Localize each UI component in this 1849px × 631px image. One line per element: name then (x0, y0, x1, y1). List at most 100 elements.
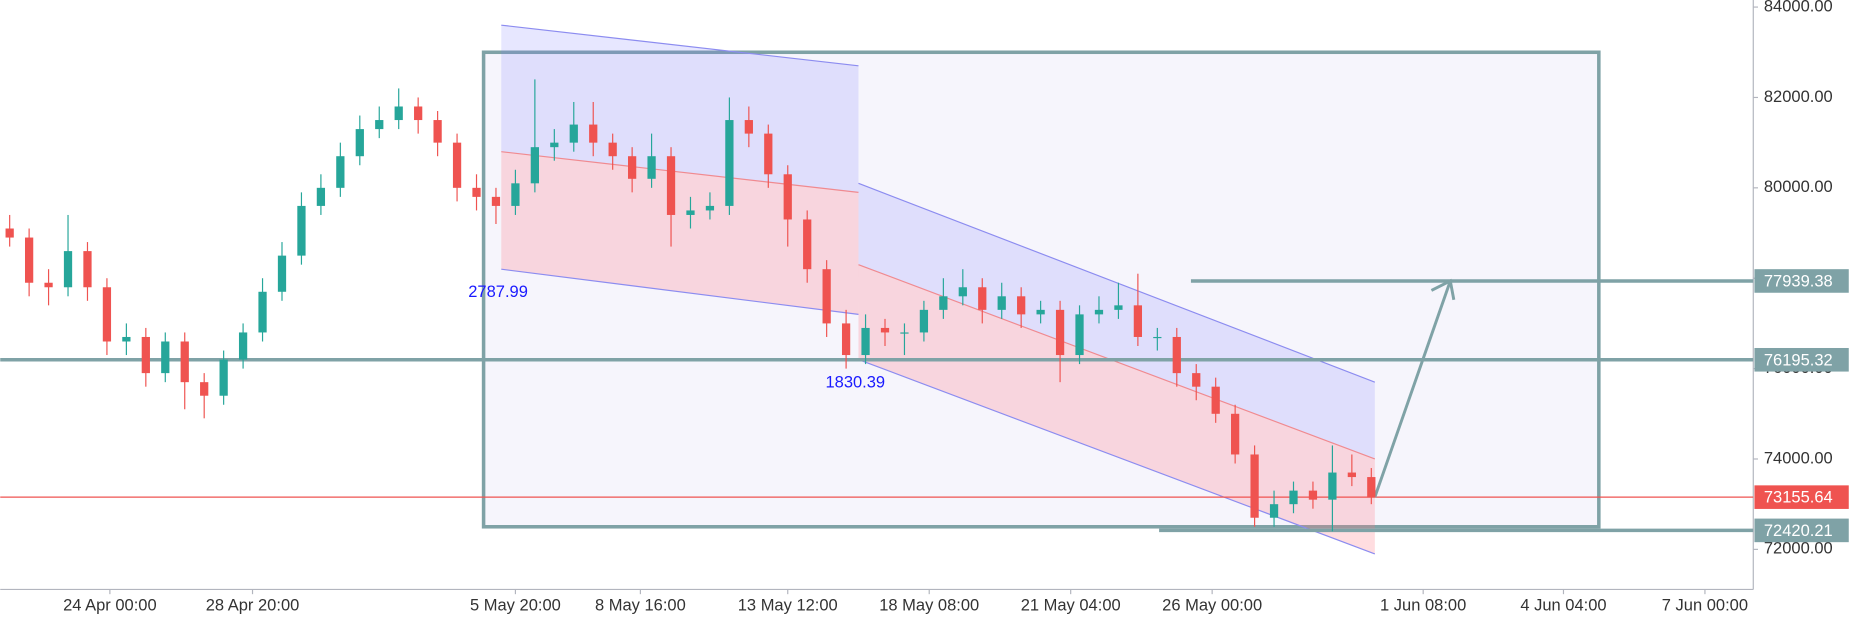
candle-body (841, 323, 851, 356)
candle-body (1289, 490, 1298, 505)
candle-body (1075, 314, 1084, 356)
candle-body (122, 336, 131, 342)
candle-body (394, 106, 403, 121)
candle-body (880, 327, 890, 333)
arrow-line (1373, 280, 1452, 498)
candle-body (530, 147, 539, 184)
candle-body (822, 269, 831, 324)
candle-body (277, 255, 287, 292)
candle-body (725, 120, 734, 206)
candle-body (803, 219, 812, 270)
y-tick-label: 74000.00 (1764, 449, 1833, 467)
price-label-box (1754, 485, 1849, 509)
price-label-box (1754, 269, 1849, 293)
candle-body (1133, 305, 1143, 337)
candle-body (1055, 309, 1065, 356)
candle-body (63, 251, 73, 288)
candle-body (200, 382, 209, 396)
candle-body (647, 156, 656, 179)
candle-body (491, 196, 501, 206)
channel-upper (501, 24, 859, 67)
candle-body (1211, 386, 1220, 414)
candle-body (1269, 504, 1279, 518)
x-tick-label: 13 May 12:00 (738, 596, 838, 614)
candle-body (1017, 296, 1026, 315)
candle-body (666, 156, 676, 215)
candle-body (939, 296, 948, 310)
price-label: 73155.64 (1764, 489, 1833, 507)
candle-body (1308, 490, 1318, 500)
x-tick-label: 4 Jun 04:00 (1520, 596, 1606, 614)
x-tick-label: 28 Apr 20:00 (206, 596, 300, 614)
candle-body (1114, 305, 1123, 310)
candle-body (355, 129, 364, 157)
candle-body (297, 205, 306, 256)
price-label: 76195.32 (1764, 351, 1833, 369)
candle-body (628, 156, 637, 179)
candle-body (608, 142, 617, 157)
channel-upper (858, 182, 1376, 383)
x-tick-label: 24 Apr 00:00 (63, 596, 157, 614)
candle-body (1231, 413, 1240, 455)
candle-body (1250, 454, 1259, 518)
candle-body (764, 133, 773, 175)
candle-body (569, 124, 578, 143)
candle-body (83, 251, 92, 288)
candle-body (958, 287, 967, 297)
candle-body (1153, 336, 1162, 339)
price-label-box (1754, 518, 1849, 543)
candle-body (433, 120, 442, 143)
x-tick-label: 21 May 04:00 (1021, 596, 1121, 614)
candle-body (1172, 336, 1181, 374)
candle-body (1036, 309, 1045, 315)
channel-middle (501, 151, 859, 193)
arrow-head (1430, 278, 1456, 301)
candle-body (919, 309, 929, 333)
channel-label: 1830.39 (825, 374, 885, 392)
candle-body (472, 187, 481, 197)
candle-body (744, 120, 753, 134)
candle-body (180, 341, 189, 383)
candle-body (238, 332, 248, 360)
x-tick-label: 5 May 20:00 (470, 596, 561, 614)
candle-body (5, 228, 14, 238)
price-label: 77939.38 (1764, 272, 1833, 290)
candle-body (141, 336, 150, 374)
candle-body (102, 287, 112, 342)
candle-body (161, 341, 170, 374)
candle-body (414, 106, 423, 121)
candle-body (375, 120, 384, 130)
candle-body (686, 210, 695, 215)
x-tick-label: 26 May 00:00 (1162, 596, 1262, 614)
candle-body (44, 282, 53, 288)
y-tick-label: 80000.00 (1764, 178, 1833, 196)
channel-upper-area (858, 183, 1375, 459)
candle-body (861, 327, 870, 356)
candle-body (1094, 309, 1104, 315)
channel-label: 2787.99 (468, 283, 528, 301)
candle-body (589, 124, 598, 143)
channel-lower-area (501, 151, 859, 315)
price-label: 72420.21 (1764, 522, 1833, 540)
candle-body (1347, 472, 1356, 478)
channel-lower (858, 359, 1376, 555)
price-label-box (1754, 347, 1849, 372)
y-tick-label: 84000.00 (1764, 0, 1833, 15)
candle-body (336, 156, 345, 188)
candle-body (258, 291, 267, 333)
candle-body (219, 359, 228, 396)
candle-body (511, 183, 520, 206)
candle-body (900, 332, 909, 334)
candle-body (316, 187, 326, 206)
candle-body (978, 287, 987, 310)
candle-body (997, 296, 1006, 310)
candle-body (550, 142, 559, 148)
candle-body (705, 205, 715, 211)
candle-body (1328, 472, 1337, 500)
x-tick-label: 1 Jun 08:00 (1380, 596, 1466, 614)
candle-body (783, 174, 792, 220)
candle-body (1192, 373, 1201, 387)
candle-body (1367, 477, 1376, 498)
x-tick-label: 7 Jun 00:00 (1662, 596, 1748, 614)
